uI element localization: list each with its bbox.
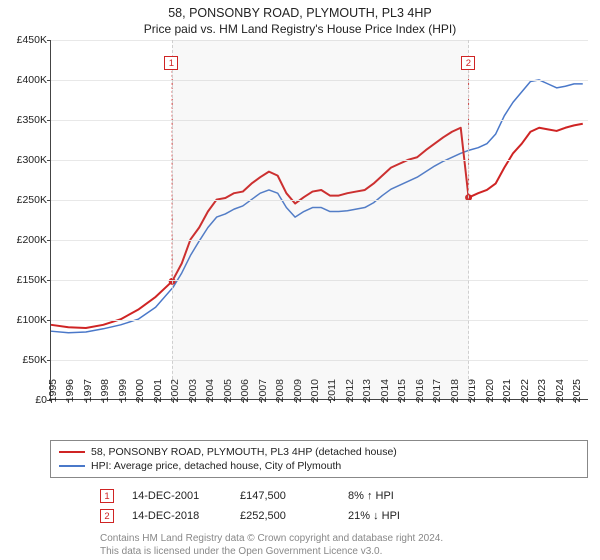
- x-axis-label: 2001: [152, 379, 164, 407]
- footnote-copyright: Contains HM Land Registry data © Crown c…: [100, 532, 576, 545]
- legend-box: 58, PONSONBY ROAD, PLYMOUTH, PL3 4HP (de…: [50, 440, 588, 478]
- sales-delta: 8% ↑ HPI: [348, 490, 438, 502]
- sales-date: 14-DEC-2001: [132, 490, 222, 502]
- legend-label: HPI: Average price, detached house, City…: [91, 460, 341, 472]
- x-axis-label: 1998: [99, 379, 111, 407]
- sales-marker-box: 2: [100, 509, 114, 523]
- legend-row: HPI: Average price, detached house, City…: [59, 459, 579, 473]
- shaded-range: [172, 40, 469, 399]
- x-axis-label: 1997: [82, 379, 94, 407]
- y-axis-label: £350K: [3, 114, 47, 126]
- y-axis-label: £400K: [3, 74, 47, 86]
- y-axis-label: £200K: [3, 234, 47, 246]
- legend-swatch: [59, 451, 85, 454]
- sales-price: £252,500: [240, 510, 330, 522]
- x-axis-label: 2021: [501, 379, 513, 407]
- sales-row: 2 14-DEC-2018 £252,500 21% ↓ HPI: [100, 506, 576, 526]
- y-axis-label: £50K: [3, 354, 47, 366]
- y-axis-label: £100K: [3, 314, 47, 326]
- y-tick: [47, 240, 51, 241]
- legend-label: 58, PONSONBY ROAD, PLYMOUTH, PL3 4HP (de…: [91, 446, 397, 458]
- chart-title: 58, PONSONBY ROAD, PLYMOUTH, PL3 4HP: [0, 0, 600, 20]
- y-axis-label: £150K: [3, 274, 47, 286]
- y-axis-label: £0: [3, 394, 47, 406]
- x-axis-label: 2020: [484, 379, 496, 407]
- x-axis-label: 2025: [571, 379, 583, 407]
- y-tick: [47, 280, 51, 281]
- sales-row: 1 14-DEC-2001 £147,500 8% ↑ HPI: [100, 486, 576, 506]
- sales-price: £147,500: [240, 490, 330, 502]
- y-tick: [47, 80, 51, 81]
- y-tick: [47, 160, 51, 161]
- x-axis-label: 2022: [519, 379, 531, 407]
- x-axis-label: 1999: [117, 379, 129, 407]
- y-tick: [47, 40, 51, 41]
- footnote-licence: This data is licensed under the Open Gov…: [100, 545, 576, 558]
- y-tick: [47, 120, 51, 121]
- y-tick: [47, 200, 51, 201]
- chart-subtitle: Price paid vs. HM Land Registry's House …: [0, 20, 600, 40]
- chart-container: 58, PONSONBY ROAD, PLYMOUTH, PL3 4HP Pri…: [0, 0, 600, 560]
- chart-plot-area: £0£50K£100K£150K£200K£250K£300K£350K£400…: [50, 40, 588, 400]
- marker-box: 1: [164, 56, 178, 70]
- x-axis-label: 2024: [554, 379, 566, 407]
- x-axis-label: 1996: [64, 379, 76, 407]
- legend-row: 58, PONSONBY ROAD, PLYMOUTH, PL3 4HP (de…: [59, 445, 579, 459]
- sales-date: 14-DEC-2018: [132, 510, 222, 522]
- x-axis-label: 2000: [134, 379, 146, 407]
- y-tick: [47, 320, 51, 321]
- y-tick: [47, 360, 51, 361]
- sales-table: 1 14-DEC-2001 £147,500 8% ↑ HPI 2 14-DEC-2018…: [100, 486, 576, 526]
- marker-box: 2: [461, 56, 475, 70]
- legend-swatch: [59, 465, 85, 468]
- y-axis-label: £450K: [3, 34, 47, 46]
- x-axis-label: 1995: [47, 379, 59, 407]
- sales-marker-box: 1: [100, 489, 114, 503]
- y-axis-label: £250K: [3, 194, 47, 206]
- y-axis-label: £300K: [3, 154, 47, 166]
- sales-delta: 21% ↓ HPI: [348, 510, 438, 522]
- x-axis-label: 2023: [536, 379, 548, 407]
- legend-block: 58, PONSONBY ROAD, PLYMOUTH, PL3 4HP (de…: [50, 440, 588, 558]
